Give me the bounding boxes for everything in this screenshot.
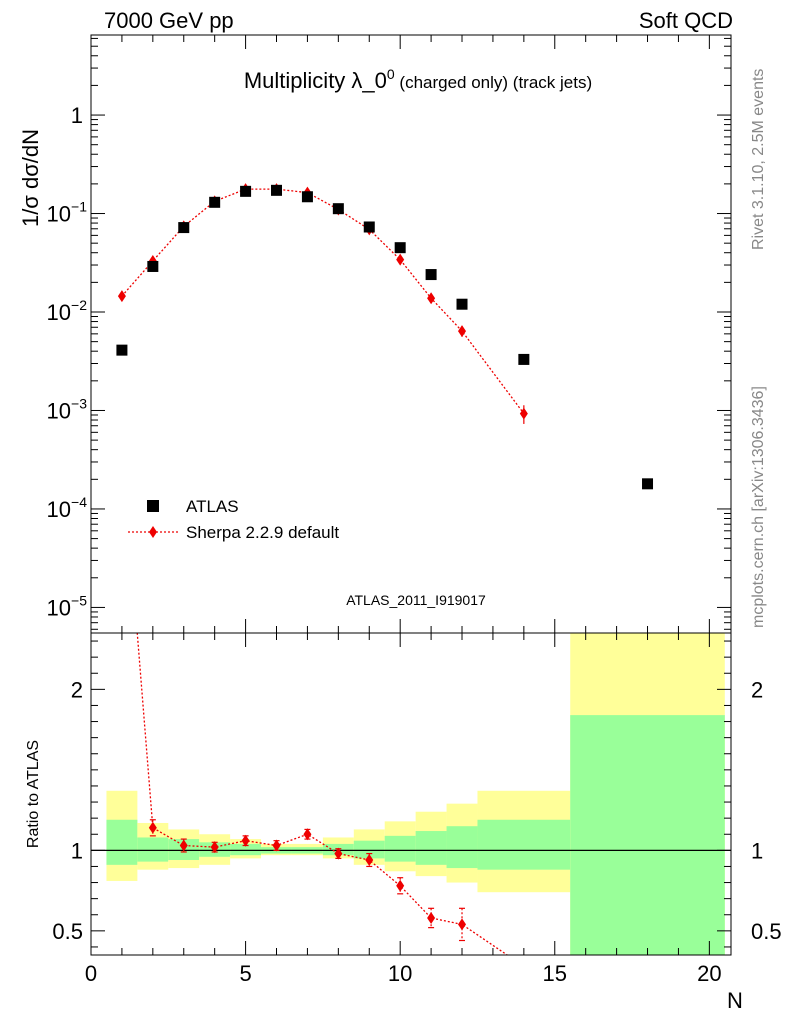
atlas-point [425,269,437,281]
atlas-point [116,344,128,356]
header-category-label: Soft QCD [639,8,733,33]
ratio-plot-panel: 0.5 0.51 12 20 5 10 15 20 Ratio to ATLAS N [25,632,782,1013]
legend-sherpa-marker [149,526,157,538]
sherpa-point [519,407,528,420]
main-y-tick-label-exponent: −3 [71,395,87,411]
legend-atlas-marker [147,500,159,512]
sherpa-ratio-point [210,841,219,854]
sherpa-ratio-point [303,828,312,841]
plot-title-detail: (charged only) (track jets) [395,73,592,92]
ratio-y-tick-label-right: 0.5 [751,919,782,944]
ratio-y-axis-label: Ratio to ATLAS [25,740,42,848]
main-y-tick-label-base: 10 [47,595,71,620]
atlas-point [178,222,190,234]
main-y-tick-label-exponent: −2 [71,297,87,313]
atlas-point [332,203,344,215]
sherpa-point [396,253,405,266]
ratio-plot-frame [90,632,732,956]
sherpa-ratio-point [241,834,250,847]
x-tick-label: 15 [543,961,567,986]
main-y-tick-label-exponent: −1 [71,199,87,215]
sherpa-ratio-point [458,918,467,931]
atlas-point [642,478,654,490]
main-y-axis-label: 1/σ dσ/dN [18,129,43,227]
x-axis-label: N [727,988,743,1013]
atlas-point [147,260,159,272]
legend-atlas-label: ATLAS [186,497,239,516]
atlas-point [518,353,530,365]
ratio-band-inner [415,831,447,865]
rivet-version-label: Rivet 3.1.10, 2.5M events [750,69,767,250]
plot-title-main: Multiplicity λ_0 [244,68,387,93]
legend: ATLAS Sherpa 2.2.9 default [128,497,339,542]
ratio-band-inner [137,837,169,862]
plot-title-superscript: 0 [387,66,395,82]
sherpa-ratio-point [365,854,374,867]
main-y-tick-label-base: 10 [47,202,71,227]
ratio-y-tick-label-right: 2 [751,677,763,702]
sherpa-ratio-point [179,839,188,852]
main-y-tick-label-base: 10 [47,300,71,325]
sherpa-ratio-curve [136,633,509,955]
ratio-band-inner [446,826,478,869]
plot-title: Multiplicity λ_00 (charged only) (track … [244,66,592,93]
sherpa-point [458,325,467,338]
ratio-band-inner [106,819,138,865]
main-y-tick-label: 10−4 [47,494,88,522]
ratio-band-inner [384,835,416,862]
ratio-mc-group [136,633,509,955]
x-tick-label: 0 [85,961,97,986]
sherpa-ratio-point [427,911,436,924]
main-y-tick-label: 10−2 [47,297,88,325]
analysis-reference-label: ATLAS_2011_I919017 [346,592,486,608]
x-tick-label: 5 [239,961,251,986]
main-y-tick-label: 10−1 [47,199,88,227]
main-y-tick-label-base: 10 [47,497,71,522]
ratio-y-tick-label-left: 0.5 [52,919,83,944]
ratio-band-inner [477,819,571,870]
main-y-tick-label: 10−5 [47,592,88,620]
ratio-y-tick-label-left: 1 [71,838,83,863]
atlas-point [209,196,221,208]
atlas-point [271,184,283,196]
sherpa-point [117,290,126,303]
main-y-tick-label-exponent: −4 [71,494,87,510]
main-plot-frame [90,34,732,634]
ratio-band-inner [353,840,385,859]
mcplots-label: mcplots.cern.ch [arXiv:1306.3436] [750,386,767,628]
sherpa-ratio-point [148,821,157,834]
atlas-point [301,191,313,203]
atlas-point [394,242,406,254]
main-y-tick-label-base: 10 [47,398,71,423]
sherpa-ratio-point [272,839,281,852]
atlas-point [240,185,252,197]
main-y-tick-label-exponent: −5 [71,592,87,608]
sherpa-ratio-point [334,847,343,860]
main-y-tick-label: 1 [71,103,83,128]
x-tick-label: 20 [697,961,721,986]
x-tick-label: 10 [388,961,412,986]
main-y-tick-label: 10−3 [47,395,88,423]
sherpa-ratio-point [396,879,405,892]
atlas-point [456,298,468,310]
ratio-y-tick-label-right: 1 [751,838,763,863]
ratio-band-inner [230,843,262,856]
main-plot-panel: 10−510−410−310−210−11 Multiplicity λ_00 … [18,34,732,634]
legend-sherpa-label: Sherpa 2.2.9 default [186,523,339,542]
ratio-y-tick-label-left: 2 [71,677,83,702]
sherpa-point [427,292,436,305]
ratio-band-inner [570,715,725,955]
header-collision-label: 7000 GeV pp [104,8,234,33]
atlas-point [363,221,375,233]
